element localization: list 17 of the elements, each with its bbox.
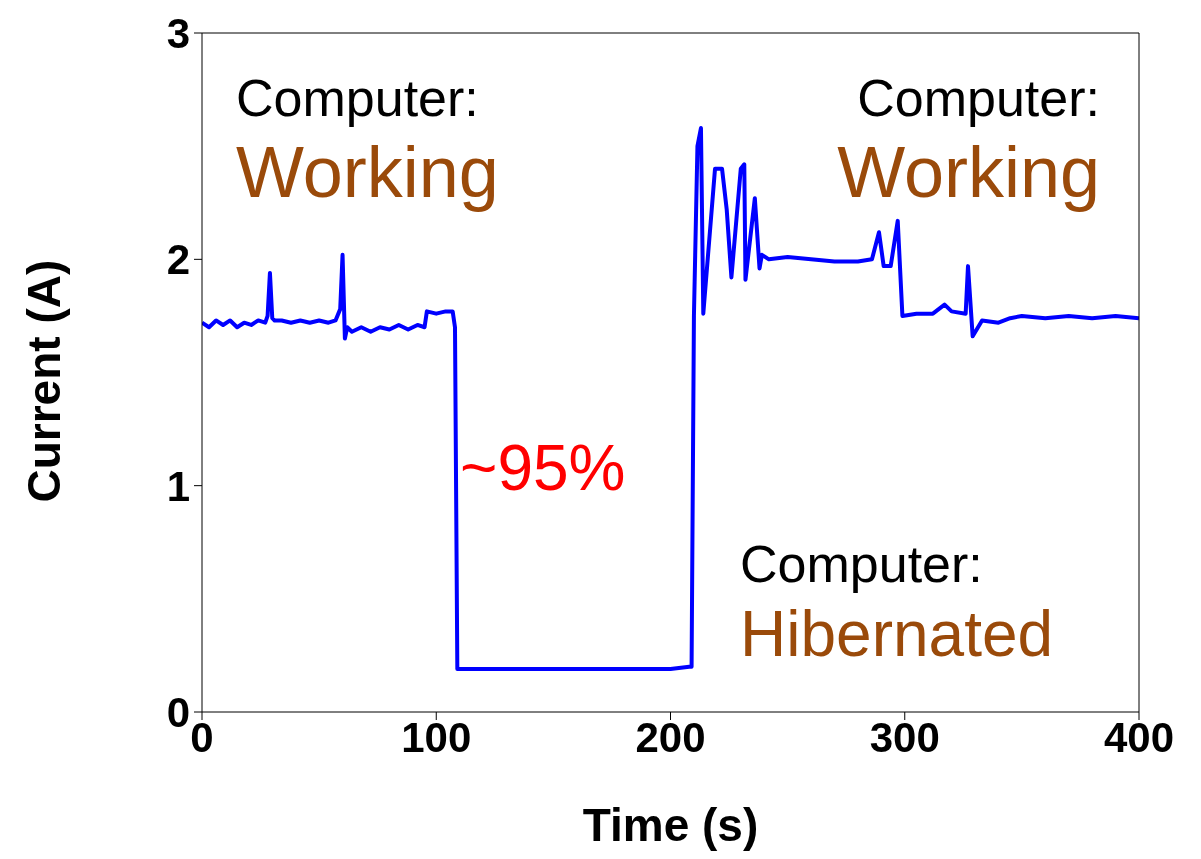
line-series	[202, 126, 1139, 671]
annotation: Computer:	[857, 69, 1100, 127]
y-tick-label: 2	[166, 236, 190, 284]
x-axis-title: Time (s)	[582, 799, 759, 851]
x-tick-label: 100	[401, 713, 472, 761]
annotation: Computer:	[236, 69, 479, 127]
annotation: Hibernated	[740, 598, 1054, 670]
y-tick-label: 1	[166, 462, 190, 510]
annotation: ~95%	[460, 432, 626, 504]
x-tick-label: 200	[635, 713, 706, 761]
annotation: Computer:	[740, 535, 983, 593]
annotation: Working	[236, 132, 499, 212]
annotation: Working	[837, 132, 1100, 212]
y-tick-label: 3	[166, 9, 190, 57]
y-axis-title: Current (A)	[18, 259, 71, 503]
x-tick-label: 300	[869, 713, 940, 761]
x-tick-label: 400	[1103, 713, 1175, 761]
